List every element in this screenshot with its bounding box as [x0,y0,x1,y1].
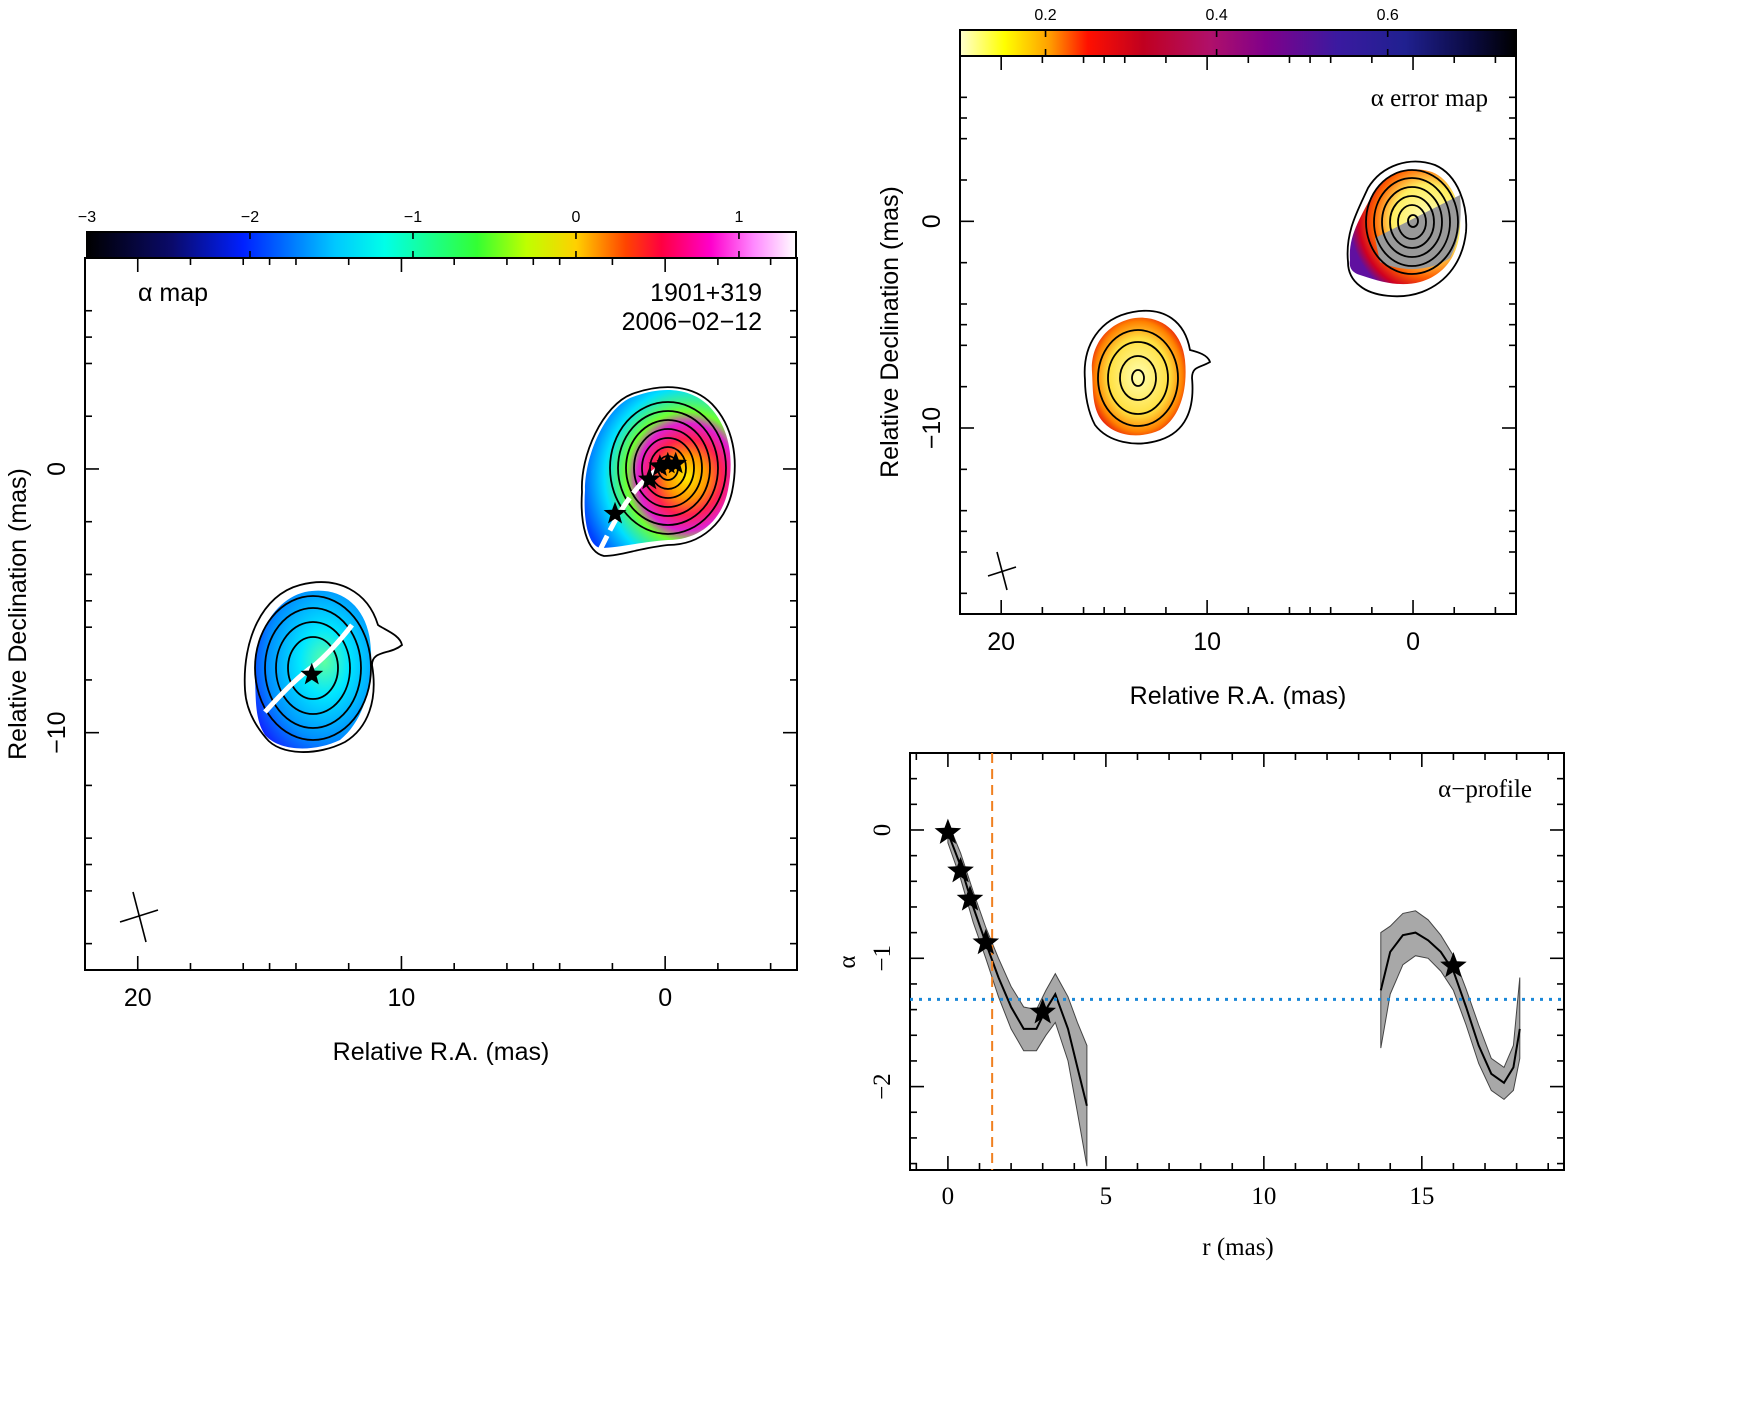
alpha-colorbar-tick-label: 1 [735,209,744,226]
error-jet-contour [1131,369,1145,387]
profile-line [946,832,1088,1107]
profile-star [1029,998,1056,1024]
profile-star [956,885,984,911]
error-map-label: α error map [1371,85,1488,112]
error-core-contour [1365,169,1459,275]
error-colorbar-tick-label: 0.6 [1377,7,1399,24]
error-colorbar-tick-label: 0.4 [1205,7,1227,24]
profile-y-tick-label: −1 [869,945,896,972]
profile-x-tick-label: 5 [1100,1183,1113,1210]
error-core-contour [1373,177,1451,267]
profile-ylabel: α [834,955,861,968]
error-jet-contour [1083,309,1212,445]
alpha-map-star [648,454,672,476]
error-map-panel: 0.2 0.4 0.6 20 10 0 0 −10 α error map Relative… [876,7,1517,710]
error-map-frame [959,55,1517,615]
profile-frame [909,752,1565,1171]
profile-x-tick-label: 10 [1251,1183,1276,1210]
alpha-jet-contour [287,636,339,700]
alpha-core-contour [617,410,719,526]
alpha-map-x-tick-label: 20 [124,984,152,1012]
error-map-x-tick-label: 10 [1193,628,1221,656]
alpha-core-contour [625,419,711,517]
alpha-map-x-tick-label: 10 [388,984,416,1012]
error-core-contour [1397,204,1427,240]
alpha-jet-contour [275,621,351,715]
alpha-colorbar-tick-label: −1 [404,209,422,226]
alpha-jet-contour [264,607,362,729]
alpha-colorbar-ticks: −3 −2 −1 0 1 [78,209,744,258]
profile-x-tick-label: 0 [942,1183,955,1210]
alpha-map-panel: −3 −2 −1 0 1 20 10 00−10 α map 1901+319 2006−0… [4,209,798,1066]
alpha-map-ticks: 20 10 0 0 −10 [43,257,798,1012]
alpha-core-ridge-line [597,459,672,552]
alpha-core-contour [649,446,687,490]
error-map-x-tick-label: 0 [1406,628,1420,656]
alpha-map-star [664,451,688,474]
profile-error-band [947,822,1088,1167]
error-core-contour [1389,195,1435,249]
alpha-map-xlabel: Relative R.A. (mas) [333,1038,550,1066]
error-jet-colorfill [1091,317,1186,436]
error-map-xlabel: Relative R.A. (mas) [1130,682,1347,710]
profile-star-markers [934,818,1467,1024]
profile-title: α−profile [1438,776,1532,803]
error-map-y-tick-label: −10 [918,407,946,449]
alpha-core-contour [580,386,736,557]
profile-star [934,818,962,844]
profile-y-tick-label: −2 [869,1073,896,1100]
alpha-map-star [300,662,324,685]
profile-xlabel: r (mas) [1202,1234,1274,1261]
alpha-colorbar-tick-label: −3 [78,209,96,226]
error-map-ylabel: Relative Declination (mas) [876,186,904,478]
alpha-map-label: α map [138,279,208,307]
alpha-map-ylabel: Relative Declination (mas) [4,468,32,760]
profile-ticks: 0 5 10 15 0 −1 −2 [869,752,1564,1210]
alpha-jet-ridge-line [263,623,354,714]
alpha-colorbar [86,231,797,259]
alpha-jet-contour [243,581,403,753]
error-core-contour [1407,214,1419,228]
alpha-colorbar-tick-label: −2 [241,209,259,226]
error-beam-cross [987,551,1017,591]
alpha-profile-panel: 0 5 10 15 0 −1 −2 α−profile r (mas) α [834,752,1565,1261]
alpha-core-contour [609,401,727,535]
profile-y-tick-label: 0 [869,824,896,837]
error-jet-contour [1107,341,1169,415]
profile-star [947,857,974,883]
alpha-map-y-tick-label: −10 [43,711,71,753]
error-core-contour [1346,160,1468,298]
error-map-x-tick-label: 20 [987,628,1015,656]
alpha-map-star-markers [300,451,688,685]
error-core-contour [1381,186,1443,258]
alpha-jet-contour [254,595,372,741]
error-map-y-tick-label: 0 [918,214,946,228]
error-colorbar [959,29,1517,57]
alpha-map-star [637,467,661,490]
observation-date: 2006−02−12 [622,308,762,336]
alpha-map-frame [84,257,798,971]
error-colorbar-tick-label: 0.2 [1034,7,1056,24]
error-colorbar-ticks: 0.2 0.4 0.6 [1034,7,1399,56]
error-core-blanked-region [1375,195,1461,270]
alpha-map-y-tick-label: 0 [43,462,71,476]
profile-x-tick-label: 15 [1409,1183,1434,1210]
profile-star [1440,952,1467,978]
alpha-core-contour [641,437,695,499]
error-map-ticks: 20 10 0 0 −10 [918,55,1517,656]
alpha-map-star [603,501,627,524]
source-name: 1901+319 [650,279,762,307]
alpha-core-contour [633,428,703,508]
alpha-beam-cross [119,891,159,943]
alpha-map-x-tick-label: 0 [658,984,672,1012]
profile-error-bands [947,822,1521,1167]
error-jet-contour [1097,329,1179,427]
profile-error-band [1380,910,1521,1101]
profile-star [972,928,1000,955]
profile-reference-lines [910,753,1564,1170]
error-jet-contour [1119,355,1157,401]
profile-lines [946,832,1521,1107]
alpha-colorbar-tick-label: 0 [572,209,581,226]
